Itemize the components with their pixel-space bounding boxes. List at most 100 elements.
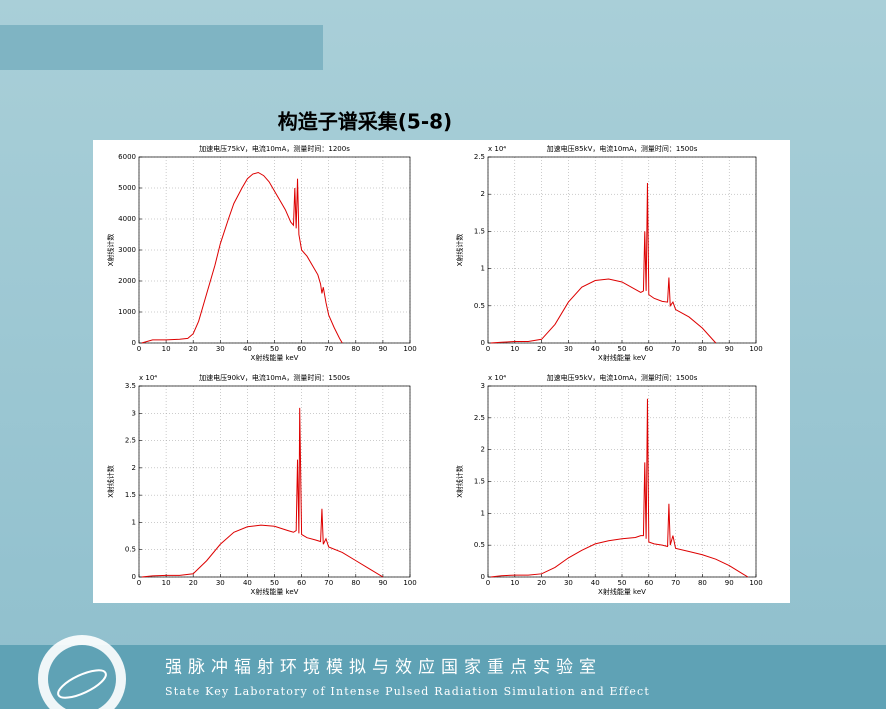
chart: 0 10 20 30 40 50 60 70 80 90 100 0 0.5 1 1.5 2 2.5 3 3.5 加速…	[106, 373, 417, 596]
y-tick-label: 3	[132, 409, 136, 417]
x-tick-label: 30	[564, 579, 573, 587]
x-tick-label: 40	[591, 345, 600, 353]
y-tick-label: 2000	[118, 277, 136, 285]
footer-en: State Key Laboratory of Intense Pulsed R…	[165, 685, 650, 698]
x-tick-label: 20	[189, 345, 198, 353]
x-axis-label: X射线能量 keV	[251, 353, 299, 362]
y-tick-label: 0.5	[474, 541, 485, 549]
footer-band	[0, 645, 886, 709]
y-tick-label: 6000	[118, 153, 136, 161]
y-tick-label: 1	[481, 509, 485, 517]
logo-orbit	[57, 669, 107, 699]
spectrum-line	[141, 407, 384, 578]
y-tick-label: 2	[132, 464, 136, 472]
y-tick-label: 5000	[118, 184, 136, 192]
chart: 0 10 20 30 40 50 60 70 80 90 100010002000300040005…	[106, 144, 417, 362]
y-axis-label: X射线计数	[106, 234, 115, 267]
x-tick-label: 100	[403, 579, 416, 587]
x-tick-label: 80	[698, 345, 707, 353]
x-tick-label: 100	[749, 579, 762, 587]
y-tick-label: 0	[481, 573, 485, 581]
x-tick-label: 70	[324, 345, 333, 353]
y-tick-label: 0	[132, 339, 136, 347]
y-tick-label: 2	[481, 190, 485, 198]
chart-title: 加速电压75kV，电流10mA，测量时间：1200s	[199, 144, 350, 153]
x-tick-label: 20	[537, 579, 546, 587]
x-tick-label: 40	[591, 579, 600, 587]
y-multiplier: x 10⁴	[139, 374, 157, 382]
chart-title: 加速电压95kV，电流10mA，测量时间：1500s	[547, 373, 698, 382]
y-tick-label: 0	[132, 573, 136, 581]
x-tick-label: 60	[297, 579, 306, 587]
chart: 0 10 20 30 40 50 60 70 80 90 100 0 0.5 1 1.5 2 2.5 加速电压85…	[455, 144, 763, 362]
x-tick-label: 10	[162, 579, 171, 587]
x-axis-label: X射线能量 keV	[598, 353, 646, 362]
y-tick-label: 0	[481, 339, 485, 347]
x-tick-label: 80	[351, 579, 360, 587]
x-tick-label: 10	[162, 345, 171, 353]
logo	[38, 635, 126, 709]
plot-frame	[487, 156, 757, 344]
spectrum-line	[490, 398, 749, 578]
x-tick-label: 20	[537, 345, 546, 353]
plot-frame	[487, 385, 757, 578]
x-tick-label: 0	[137, 579, 141, 587]
y-tick-label: 1	[481, 265, 485, 273]
x-tick-label: 20	[189, 579, 198, 587]
y-tick-label: 4000	[118, 215, 136, 223]
footer-cn: 强脉冲辐射环境模拟与效应国家重点实验室	[165, 658, 602, 678]
x-tick-label: 30	[216, 345, 225, 353]
y-tick-label: 3.5	[125, 382, 136, 390]
x-tick-label: 70	[671, 345, 680, 353]
x-tick-label: 60	[644, 579, 653, 587]
y-tick-label: 0.5	[125, 546, 136, 554]
x-tick-label: 0	[486, 579, 490, 587]
y-tick-label: 2.5	[474, 414, 485, 422]
y-tick-label: 2.5	[125, 437, 136, 445]
y-tick-label: 1000	[118, 308, 136, 316]
y-axis-label: X射线计数	[455, 465, 464, 498]
x-tick-label: 90	[378, 579, 387, 587]
x-tick-label: 10	[510, 579, 519, 587]
x-tick-label: 80	[351, 345, 360, 353]
x-tick-label: 70	[671, 579, 680, 587]
y-tick-label: 3000	[118, 246, 136, 254]
x-tick-label: 10	[510, 345, 519, 353]
x-tick-label: 50	[618, 579, 627, 587]
y-multiplier: x 10⁴	[488, 374, 506, 382]
slide-title: 构造子谱采集(5-8)	[278, 110, 452, 134]
x-tick-label: 30	[216, 579, 225, 587]
spectrum-line	[490, 183, 717, 344]
y-multiplier: x 10⁴	[488, 145, 506, 153]
y-tick-label: 2	[481, 446, 485, 454]
y-tick-label: 1.5	[474, 227, 485, 235]
y-tick-label: 1	[132, 518, 136, 526]
y-tick-label: 1.5	[474, 478, 485, 486]
chart-title: 加速电压90kV，电流10mA，测量时间：1500s	[199, 373, 350, 382]
y-tick-label: 1.5	[125, 491, 136, 499]
y-tick-label: 0.5	[474, 302, 485, 310]
spectrum-line	[141, 171, 343, 344]
x-tick-label: 40	[243, 579, 252, 587]
chart: 0 10 20 30 40 50 60 70 80 90 100 0 0.5 1 1.5 2 2.5 3 加速电压9…	[455, 373, 763, 596]
y-tick-label: 2.5	[474, 153, 485, 161]
plot-frame	[138, 156, 411, 344]
y-tick-label: 3	[481, 382, 485, 390]
plot-frame	[138, 385, 411, 578]
y-axis-label: X射线计数	[106, 465, 115, 498]
x-tick-label: 100	[749, 345, 762, 353]
chart-title: 加速电压85kV，电流10mA，测量时间：1500s	[547, 144, 698, 153]
x-tick-label: 100	[403, 345, 416, 353]
logo-core	[48, 645, 116, 709]
x-tick-label: 80	[698, 579, 707, 587]
chart-panel	[93, 140, 790, 603]
x-tick-label: 0	[486, 345, 490, 353]
x-tick-label: 50	[270, 345, 279, 353]
x-tick-label: 30	[564, 345, 573, 353]
x-axis-label: X射线能量 keV	[598, 587, 646, 596]
x-tick-label: 50	[618, 345, 627, 353]
x-tick-label: 60	[297, 345, 306, 353]
x-tick-label: 40	[243, 345, 252, 353]
x-tick-label: 90	[725, 345, 734, 353]
